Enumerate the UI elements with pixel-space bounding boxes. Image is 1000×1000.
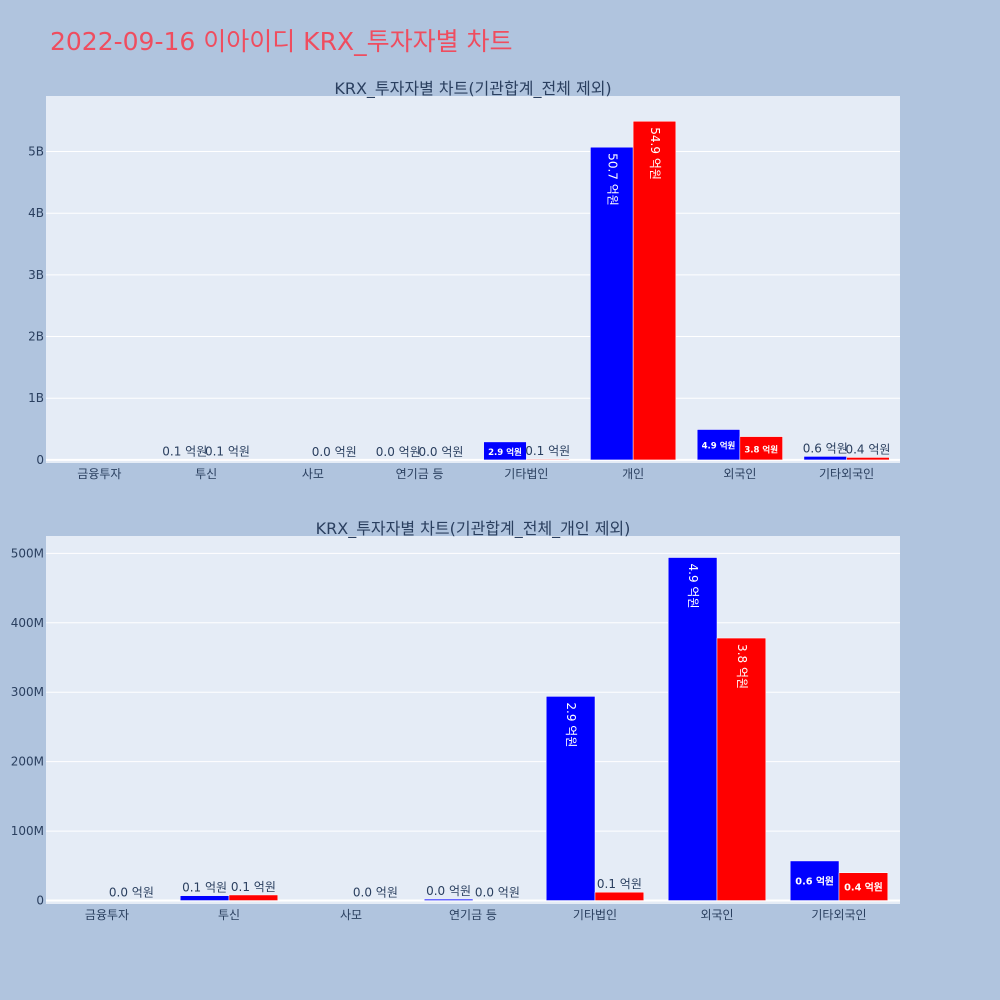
bar	[846, 457, 890, 461]
data-label: 50.7 억원	[605, 153, 619, 206]
chart-title: KRX_투자자별 차트(기관합계_전체 제외)	[334, 79, 611, 99]
y-tick-label: 3B	[28, 268, 44, 282]
x-tick-label: 개인	[622, 467, 644, 481]
data-label: 0.1 억원	[205, 444, 250, 458]
bar	[526, 458, 570, 461]
bar	[594, 891, 645, 901]
bar	[179, 895, 230, 901]
y-tick-label: 500M	[11, 546, 44, 560]
bar	[696, 429, 741, 461]
data-label: 54.9 억원	[648, 127, 662, 180]
y-tick-label: 200M	[11, 755, 44, 769]
bar	[545, 696, 596, 901]
data-label: 0.0 억원	[109, 886, 154, 900]
x-tick-label: 연기금 등	[449, 908, 497, 922]
bar	[789, 860, 840, 901]
bar	[483, 441, 527, 461]
data-label: 4.9 억원	[702, 440, 736, 452]
x-tick-label: 기타외국인	[811, 908, 866, 922]
y-tick-label: 300M	[11, 685, 44, 699]
x-tick-label: 투신	[218, 908, 240, 922]
y-tick-label: 0	[36, 894, 44, 908]
data-label: 3.8 억원	[744, 443, 778, 455]
bar	[739, 436, 783, 461]
chart-top: 0 1B 2B 3B 4B 5B KRX_투자자별 차트(기관합계_전체 제외) 금융투자 투신…	[28, 79, 900, 481]
data-label: 0.0 억원	[376, 445, 421, 459]
chart-title: KRX_투자자별 차트(기관합계_전체_개인 제외)	[316, 519, 631, 539]
y-tick-label: 400M	[11, 616, 44, 630]
y-tick-label: 2B	[28, 330, 44, 344]
bar	[716, 637, 767, 901]
bar	[838, 872, 889, 901]
x-tick-label: 사모	[302, 467, 324, 481]
x-tick-label: 투신	[195, 467, 217, 481]
data-label: 0.1 억원	[597, 877, 642, 891]
x-tick-label: 금융투자	[85, 908, 129, 922]
bar	[667, 557, 718, 901]
bar	[423, 898, 474, 901]
data-label: 0.4 억원	[845, 442, 890, 456]
page-title: 2022-09-16 이아이디 KRX_투자자별 차트	[50, 27, 513, 56]
data-label: 0.0 억원	[353, 886, 398, 900]
y-tick-label: 100M	[11, 824, 44, 838]
data-label: 0.1 억원	[231, 880, 276, 894]
data-label: 0.1 억원	[182, 881, 227, 895]
data-label: 4.9 억원	[686, 564, 700, 609]
y-tick-label: 0	[36, 453, 44, 467]
x-tick-label: 연기금 등	[396, 467, 444, 481]
data-label: 2.9 억원	[564, 702, 578, 747]
x-tick-label: 기타법인	[573, 908, 617, 922]
bar	[632, 121, 677, 461]
data-label: 0.0 억원	[475, 886, 520, 900]
x-tick-label: 기타법인	[504, 467, 548, 481]
y-tick-label: 4B	[28, 206, 44, 220]
y-tick-label: 1B	[28, 391, 44, 405]
bar	[228, 894, 279, 901]
x-tick-label: 사모	[340, 908, 362, 922]
x-tick-label: 외국인	[723, 467, 756, 481]
data-label: 2.9 억원	[488, 446, 522, 458]
data-label: 0.4 억원	[844, 881, 883, 894]
data-label: 0.0 억원	[418, 445, 463, 459]
x-tick-label: 외국인	[700, 908, 733, 922]
data-label: 0.0 억원	[426, 884, 471, 898]
data-label: 3.8 억원	[735, 644, 749, 689]
data-label: 0.1 억원	[162, 445, 207, 459]
data-label: 0.6 억원	[795, 875, 834, 888]
y-tick-label: 5B	[28, 145, 44, 159]
plot-area	[46, 96, 900, 463]
data-label: 0.0 억원	[312, 445, 357, 459]
x-tick-label: 금융투자	[77, 467, 121, 481]
data-label: 0.6 억원	[803, 441, 848, 455]
plot-area	[46, 536, 900, 904]
x-tick-label: 기타외국인	[819, 467, 874, 481]
data-label: 0.1 억원	[525, 444, 570, 458]
